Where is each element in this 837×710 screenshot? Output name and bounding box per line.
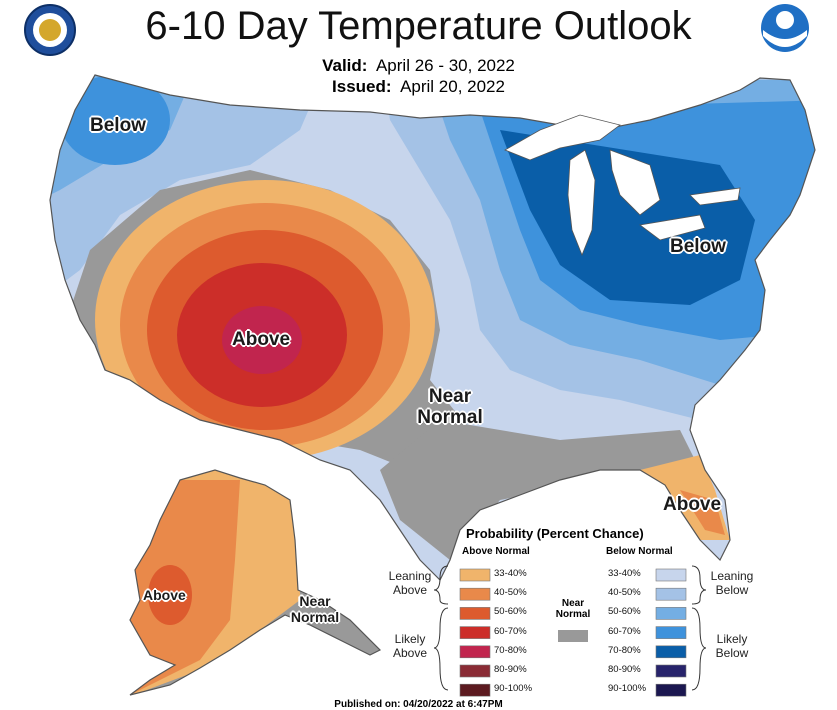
legend-swatch-below-0 <box>655 568 687 582</box>
legend-leaning-below: Leaning Below <box>710 569 754 597</box>
legend-likely-below: Likely Below <box>715 632 749 660</box>
legend-below-header: Below Normal <box>606 546 673 557</box>
legend-above-header: Above Normal <box>462 546 530 557</box>
page-title: 6-10 Day Temperature Outlook <box>145 4 692 48</box>
legend-swatch-below-4 <box>655 645 687 659</box>
legend-near-header: Near Normal <box>555 598 591 620</box>
legend-swatch-above-0 <box>459 568 491 582</box>
label-alaska-above: Above <box>143 587 186 603</box>
legend-label-above-1: 40-50% <box>494 587 527 599</box>
legend-label-below-6: 90-100% <box>608 683 647 695</box>
label-florida-above: Above <box>663 494 722 515</box>
legend-swatch-below-3 <box>655 626 687 639</box>
department-of-commerce-seal <box>24 4 76 56</box>
legend-swatch-above-6 <box>459 683 491 697</box>
legend-swatch-above-1 <box>459 587 491 601</box>
legend-label-above-5: 80-90% <box>494 664 527 675</box>
legend-swatches <box>459 568 687 697</box>
legend-swatch-above-5 <box>459 664 491 678</box>
label-southwest-above: Above <box>232 329 291 350</box>
legend-label-below-3: 60-70% <box>608 625 641 637</box>
legend-swatch-above-4 <box>459 645 491 659</box>
published-footer: Published on: 04/20/2022 at 6:47PM <box>334 699 503 710</box>
label-great-lakes-below: Below <box>670 236 726 257</box>
conus-shading <box>50 75 815 580</box>
legend-title: Probability (Percent Chance) <box>466 526 644 541</box>
label-northwest-below: Below <box>90 115 146 136</box>
legend-likely-above: Likely Above <box>392 632 428 660</box>
alaska-shading <box>130 470 380 695</box>
label-plains-near-normal: Near Normal <box>417 386 483 428</box>
great-lakes <box>504 114 741 257</box>
legend-label-above-0: 33-40% <box>494 568 527 579</box>
legend-label-above-6: 90-100% <box>494 683 533 695</box>
legend-label-below-0: 33-40% <box>608 568 641 579</box>
legend-swatch-below-6 <box>655 683 687 697</box>
legend-label-below-1: 40-50% <box>608 587 641 599</box>
issued-label: Issued: <box>332 77 392 96</box>
legend-label-below-2: 50-60% <box>608 606 641 618</box>
valid-label: Valid: <box>322 56 368 75</box>
legend-label-below-4: 70-80% <box>608 644 641 656</box>
legend-label-above-3: 60-70% <box>494 625 527 637</box>
legend-leaning-above: Leaning Above <box>388 569 432 597</box>
legend-swatch-above-3 <box>459 626 491 639</box>
legend-swatch-near <box>558 630 588 642</box>
legend-label-above-2: 50-60% <box>494 606 527 618</box>
noaa-logo <box>761 4 809 52</box>
legend-swatch-below-1 <box>655 587 687 601</box>
legend-brackets <box>433 565 707 691</box>
legend-label-below-5: 80-90% <box>608 664 641 675</box>
issued-value: April 20, 2022 <box>400 77 505 96</box>
legend-label-above-4: 70-80% <box>494 644 527 656</box>
label-alaska-near-normal: Near Normal <box>290 593 340 625</box>
valid-value: April 26 - 30, 2022 <box>375 56 515 75</box>
valid-line: Valid: April 26 - 30, 2022 <box>0 56 837 76</box>
legend-swatch-below-2 <box>655 607 687 620</box>
legend-swatch-below-5 <box>655 664 687 678</box>
legend-swatch-above-2 <box>459 607 491 620</box>
issued-line: Issued: April 20, 2022 <box>0 77 837 97</box>
